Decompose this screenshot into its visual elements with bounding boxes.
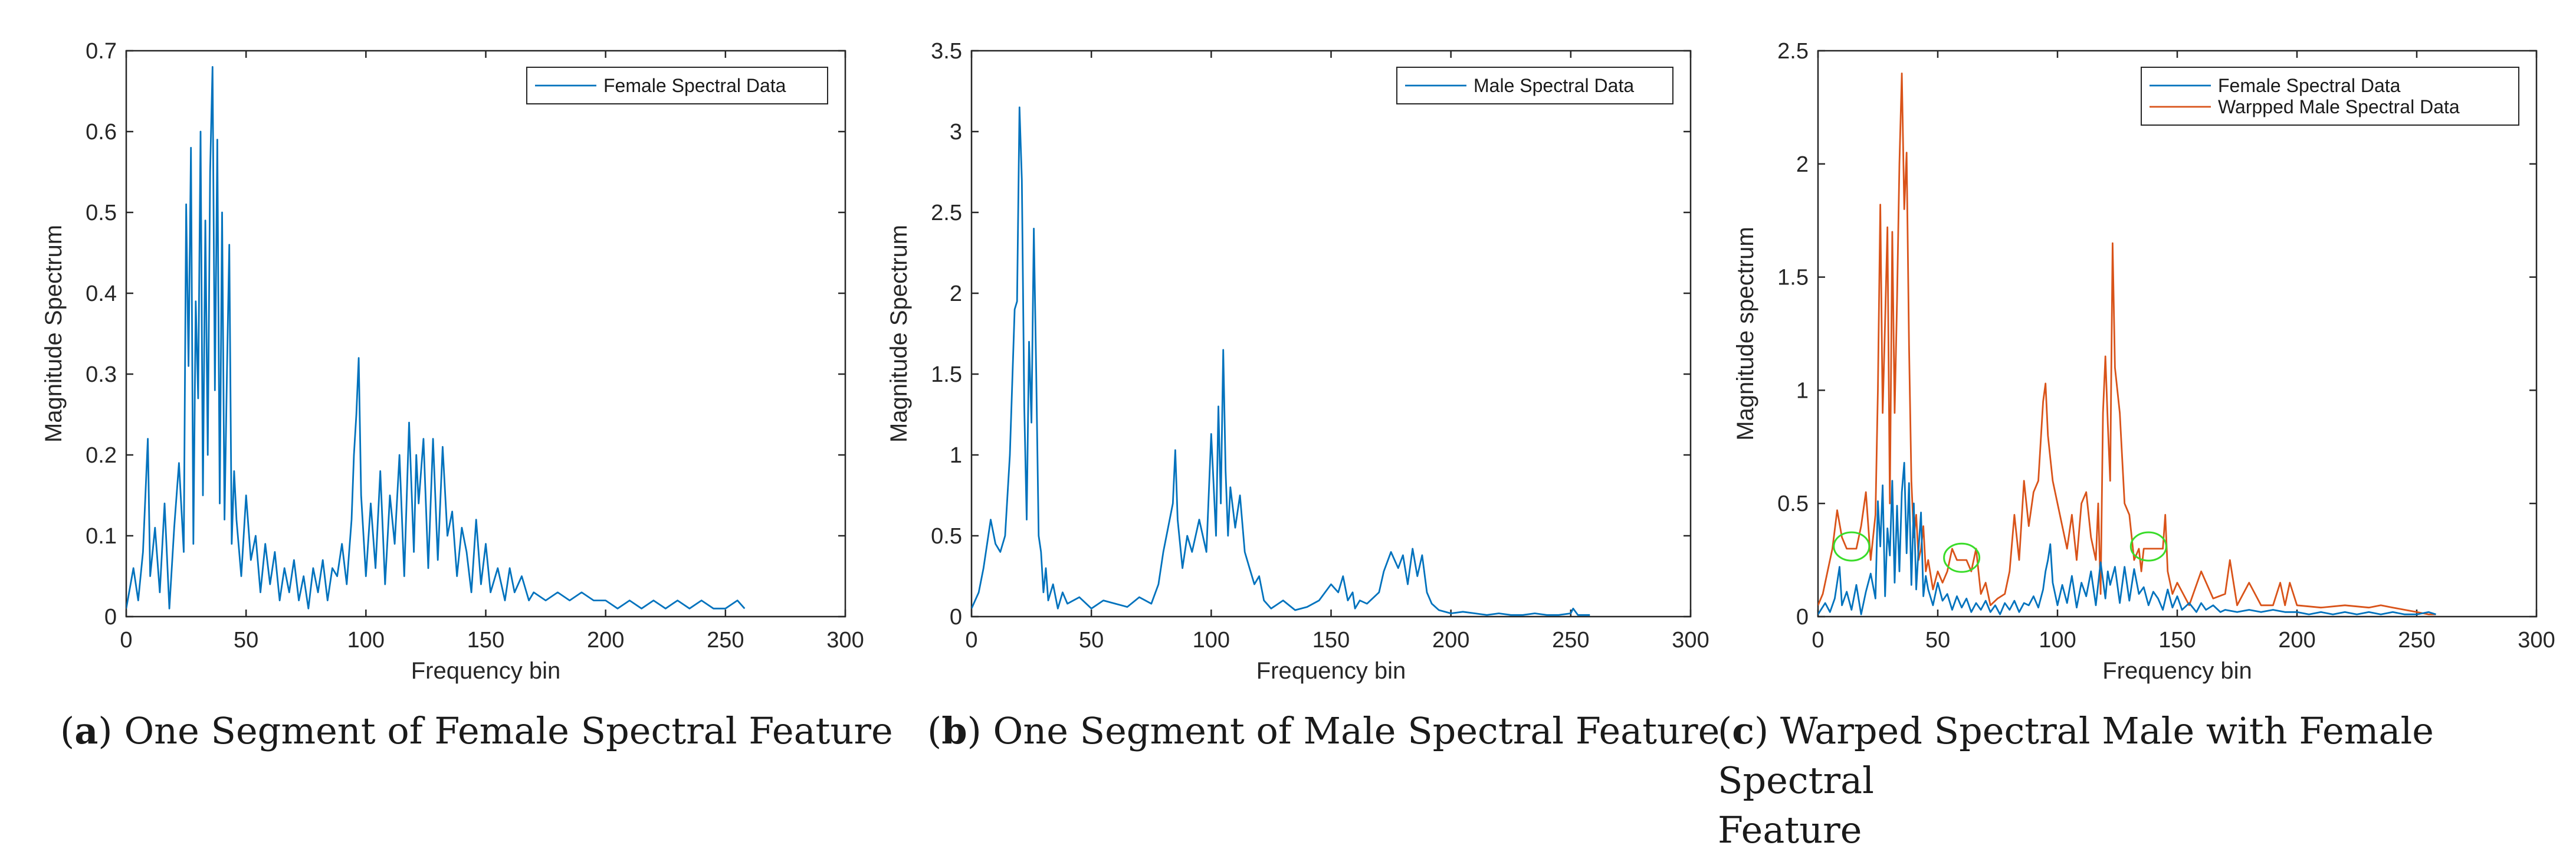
caption-b-paren-open: ( xyxy=(927,709,942,752)
caption-c-line-1: (c) Warped Spectral Male with Female Spe… xyxy=(1718,706,2576,805)
x-axis-label: Frequency bin xyxy=(1256,658,1406,684)
y-tick-label: 2 xyxy=(950,281,962,306)
x-tick-label: 200 xyxy=(587,628,624,653)
y-tick-label: 0.2 xyxy=(86,443,117,468)
y-tick-label: 0.5 xyxy=(931,524,962,549)
y-tick-label: 1.5 xyxy=(1777,266,1809,290)
chart-2: 0 50 100 150 200 250 300 0 0.5 1 1.5 2 2.5 3 3.5 Freque… xyxy=(886,39,1709,684)
caption-c-text-1: Warped Spectral Male with Female Spectra… xyxy=(1718,709,2434,802)
y-tick-label: 0.6 xyxy=(86,120,117,145)
legend-frame xyxy=(2141,67,2519,126)
x-tick-label: 100 xyxy=(2039,628,2076,653)
x-tick-label: 0 xyxy=(965,628,977,653)
x-tick-label: 0 xyxy=(120,628,132,653)
legend: Female Spectral Data xyxy=(526,67,828,104)
plot-area-frame xyxy=(125,50,846,618)
annotation-ellipse-2 xyxy=(1943,542,1981,573)
y-tick-label: 1 xyxy=(950,443,962,468)
y-tick-label: 0.5 xyxy=(86,201,117,225)
series-line-1 xyxy=(126,66,746,610)
y-tick-label: 1.5 xyxy=(931,362,962,387)
x-tick-label: 250 xyxy=(1552,628,1589,653)
caption-c-line-2: Feature xyxy=(1718,808,1862,851)
x-tick-label: 300 xyxy=(826,628,864,653)
y-tick-label: 0.4 xyxy=(86,281,117,306)
x-axis-label: Frequency bin xyxy=(2102,658,2252,684)
caption-c-letter: c xyxy=(1732,709,1754,752)
y-tick-label: 3 xyxy=(950,120,962,145)
chart-1: 0 50 100 150 200 250 300 0 0.1 0.2 0.3 0.4 0.5 0.6 0.7… xyxy=(41,39,864,684)
caption-a-text: One Segment of Female Spectral Feature xyxy=(124,709,893,752)
plot-area-frame xyxy=(1817,50,2538,618)
x-tick-label: 300 xyxy=(1672,628,1709,653)
x-tick-label: 150 xyxy=(1312,628,1350,653)
x-tick-label: 50 xyxy=(234,628,258,653)
caption-a-paren-open: ( xyxy=(60,709,75,752)
y-tick-label: 0 xyxy=(104,605,117,630)
y-tick-label: 0.7 xyxy=(86,39,117,64)
y-tick-label: 2 xyxy=(1796,152,1809,177)
y-tick-label: 1 xyxy=(1796,378,1809,403)
y-tick-label: 0 xyxy=(1796,605,1809,630)
caption-a-letter: a xyxy=(74,709,99,752)
x-axis-label: Frequency bin xyxy=(411,658,560,684)
y-tick-label: 2.5 xyxy=(931,201,962,225)
series-line-1 xyxy=(972,106,1590,616)
caption-c: (c) Warped Spectral Male with Female Spe… xyxy=(1718,706,2576,855)
legend-label-1: Female Spectral Data xyxy=(2218,75,2401,96)
plot-area-frame xyxy=(970,50,1692,618)
x-tick-label: 150 xyxy=(467,628,504,653)
caption-b-text: One Segment of Male Spectral Feature xyxy=(993,709,1720,752)
x-tick-label: 50 xyxy=(1925,628,1950,653)
annotation-ellipse-3 xyxy=(2129,531,2167,562)
caption-a-paren-close: ) xyxy=(98,709,113,752)
caption-c-paren-close: ) xyxy=(1754,709,1769,752)
y-tick-label: 0.3 xyxy=(86,362,117,387)
x-tick-label: 0 xyxy=(1812,628,1824,653)
x-tick-label: 100 xyxy=(347,628,385,653)
x-tick-label: 100 xyxy=(1193,628,1230,653)
chart-3: 0 50 100 150 200 250 300 0 0.5 1 1.5 2 2.5 Frequency … xyxy=(1732,39,2555,684)
legend-label-1: Male Spectral Data xyxy=(1474,75,1634,96)
x-tick-label: 50 xyxy=(1079,628,1104,653)
figure-canvas: 0 50 100 150 200 250 30000.10.20.30.40.50.60.7… xyxy=(41,39,2555,684)
x-tick-label: 250 xyxy=(2398,628,2435,653)
y-tick-label: 0.1 xyxy=(86,524,117,549)
legend-label-2: Warpped Male Spectral Data xyxy=(2218,96,2460,117)
y-tick-label: 3.5 xyxy=(931,39,962,64)
legend: Male Spectral Data xyxy=(1396,67,1673,104)
x-tick-label: 150 xyxy=(2158,628,2196,653)
y-tick-label: 0 xyxy=(950,605,962,630)
caption-b: (b) One Segment of Male Spectral Feature xyxy=(927,706,1719,756)
series-line-1 xyxy=(1818,461,2436,615)
x-tick-label: 200 xyxy=(2278,628,2315,653)
x-tick-label: 300 xyxy=(2518,628,2555,653)
x-tick-label: 250 xyxy=(707,628,744,653)
y-axis-label: Magnitude spectrum xyxy=(1732,227,1758,440)
series-line-2 xyxy=(1818,73,2436,615)
y-tick-label: 0.5 xyxy=(1777,492,1809,516)
y-axis-label: Magnitude Spectrum xyxy=(886,225,912,443)
caption-b-letter: b xyxy=(941,709,967,752)
caption-b-paren-close: ) xyxy=(967,709,982,752)
y-tick-label: 2.5 xyxy=(1777,39,1809,64)
annotation-ellipse-1 xyxy=(1833,531,1871,562)
caption-a: (a) One Segment of Female Spectral Featu… xyxy=(60,706,893,756)
caption-c-paren-open: ( xyxy=(1718,709,1732,752)
legend-label-1: Female Spectral Data xyxy=(603,75,786,96)
y-axis-label: Magnitude Spectrum xyxy=(41,225,67,443)
x-tick-label: 200 xyxy=(1432,628,1469,653)
